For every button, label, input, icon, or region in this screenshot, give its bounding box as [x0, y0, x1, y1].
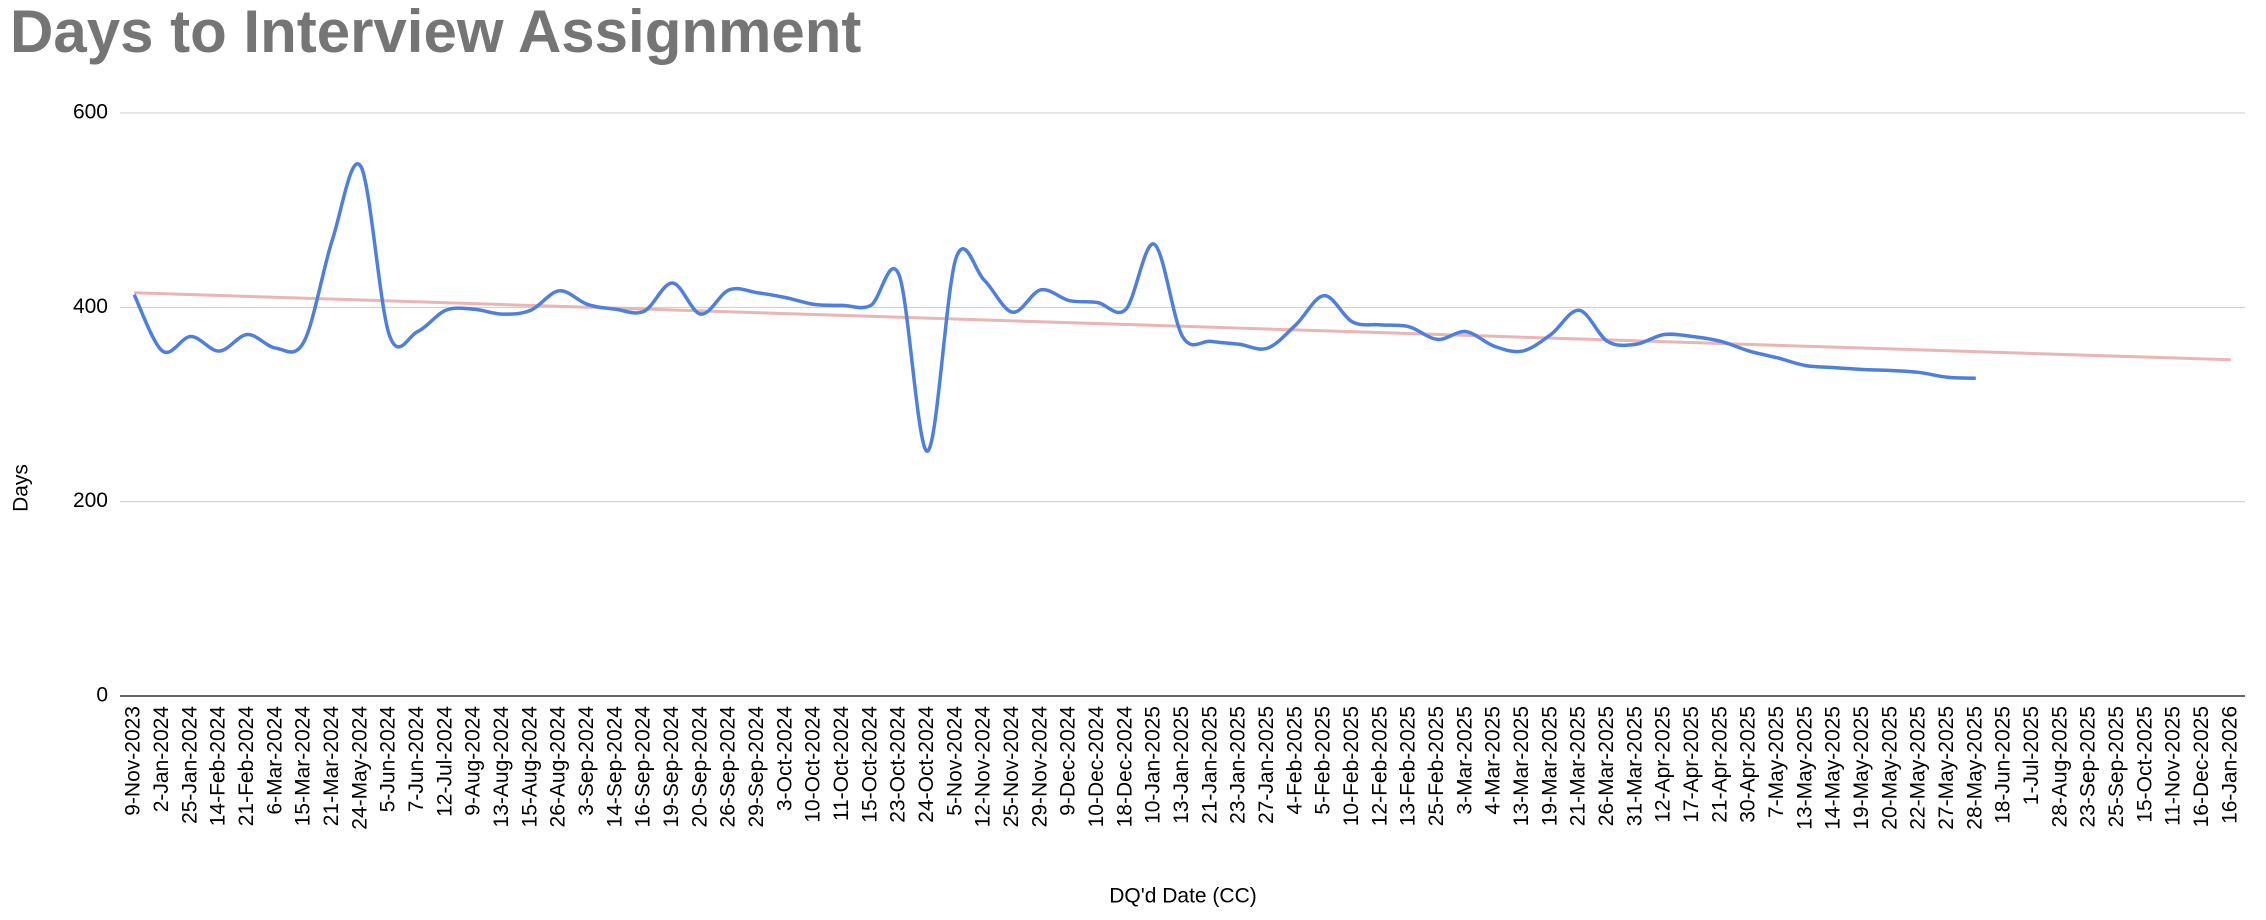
- x-tick-label: 22-May-2025: [1907, 706, 1930, 830]
- x-tick-label: 13-Aug-2024: [490, 706, 513, 828]
- x-tick-label: 5-Jun-2024: [377, 706, 400, 813]
- x-tick-label: 20-Sep-2024: [688, 706, 711, 828]
- x-tick-label: 15-Aug-2024: [518, 706, 541, 828]
- x-tick-label: 5-Nov-2024: [943, 706, 966, 816]
- x-tick-label: 26-Mar-2025: [1595, 706, 1618, 826]
- x-tick-label: 19-Mar-2025: [1538, 706, 1561, 826]
- x-tick-label: 25-Jan-2024: [178, 706, 201, 824]
- x-tick-label: 15-Oct-2024: [858, 706, 881, 823]
- x-tick-label: 17-Apr-2025: [1680, 706, 1703, 823]
- x-tick-label: 25-Sep-2025: [2105, 706, 2128, 827]
- y-tick-label: 400: [73, 295, 108, 318]
- x-tick-label: 31-Mar-2025: [1623, 706, 1646, 826]
- chart-title: Days to Interview Assignment: [10, 0, 861, 65]
- x-tick-label: 20-May-2025: [1878, 706, 1901, 830]
- x-tick-label: 27-Jan-2025: [1255, 706, 1278, 824]
- x-tick-label: 16-Sep-2024: [632, 706, 655, 828]
- x-tick-label: 29-Sep-2024: [745, 706, 768, 828]
- data-line: [132, 162, 1976, 453]
- x-tick-label: 23-Oct-2024: [887, 706, 910, 823]
- x-tick-label: 4-Feb-2025: [1283, 706, 1306, 815]
- x-tick-label: 10-Jan-2025: [1142, 706, 1165, 824]
- x-tick-label: 19-May-2025: [1850, 706, 1873, 830]
- x-tick-label: 6-Mar-2024: [263, 706, 286, 815]
- x-tick-label: 28-May-2025: [1963, 706, 1986, 830]
- x-tick-label: 23-Sep-2025: [2077, 706, 2100, 827]
- y-tick-label: 0: [96, 684, 108, 707]
- x-tick-label: 9-Aug-2024: [462, 706, 485, 816]
- x-tick-label: 4-Mar-2025: [1482, 706, 1505, 815]
- x-tick-label: 21-Apr-2025: [1708, 706, 1731, 823]
- x-tick-label: 21-Mar-2025: [1567, 706, 1590, 826]
- x-tick-label: 21-Mar-2024: [320, 706, 343, 827]
- x-tick-label: 30-Apr-2025: [1737, 706, 1760, 823]
- x-tick-label: 18-Dec-2024: [1113, 706, 1136, 828]
- x-tick-label: 14-Sep-2024: [603, 706, 626, 828]
- x-tick-label: 27-May-2025: [1935, 706, 1958, 830]
- x-tick-label: 12-Apr-2025: [1652, 706, 1675, 823]
- x-tick-label: 24-May-2024: [348, 706, 371, 830]
- x-tick-label: 14-Feb-2024: [207, 706, 230, 827]
- x-tick-label: 7-May-2025: [1765, 706, 1788, 818]
- x-tick-label: 13-Jan-2025: [1170, 706, 1193, 824]
- x-tick-label: 25-Nov-2024: [1000, 706, 1023, 828]
- x-tick-label: 16-Dec-2025: [2190, 706, 2213, 827]
- x-tick-label: 10-Dec-2024: [1085, 706, 1108, 828]
- x-tick-label: 13-May-2025: [1793, 706, 1816, 830]
- x-tick-label: 19-Sep-2024: [660, 706, 683, 828]
- x-tick-label: 9-Nov-2023: [122, 706, 145, 816]
- x-tick-label: 25-Feb-2025: [1425, 706, 1448, 826]
- x-tick-label: 12-Jul-2024: [433, 706, 456, 817]
- x-axis-title: DQ'd Date (CC): [1109, 885, 1257, 908]
- x-tick-label: 9-Dec-2024: [1057, 706, 1080, 816]
- x-tick-label: 12-Nov-2024: [972, 706, 995, 828]
- x-tick-label: 24-Oct-2024: [915, 706, 938, 823]
- x-tick-label: 3-Mar-2025: [1453, 706, 1476, 815]
- x-tick-label: 29-Nov-2024: [1028, 706, 1051, 828]
- x-tick-label: 13-Feb-2025: [1397, 706, 1420, 826]
- x-tick-label: 14-May-2025: [1822, 706, 1845, 830]
- x-tick-label: 23-Jan-2025: [1227, 706, 1250, 824]
- x-tick-label: 16-Jan-2026: [2218, 706, 2241, 824]
- x-tick-label: 15-Oct-2025: [2133, 706, 2156, 823]
- x-tick-label: 10-Oct-2024: [802, 706, 825, 823]
- x-tick-label: 18-Jun-2025: [1992, 706, 2015, 824]
- x-tick-label: 11-Oct-2024: [830, 706, 853, 821]
- x-tick-label: 1-Jul-2025: [2020, 706, 2043, 805]
- x-tick-label: 26-Sep-2024: [717, 706, 740, 828]
- x-tick-label: 2-Jan-2024: [150, 706, 173, 813]
- trendline: [134, 291, 2231, 362]
- x-tick-label: 5-Feb-2025: [1312, 706, 1335, 815]
- y-tick-label: 200: [73, 489, 108, 512]
- x-tick-label: 11-Nov-2025: [2162, 706, 2185, 826]
- x-tick-label: 3-Oct-2024: [773, 706, 796, 811]
- x-tick-label: 3-Sep-2024: [575, 706, 598, 816]
- x-tick-label: 21-Jan-2025: [1198, 706, 1221, 824]
- x-tick-label: 10-Feb-2025: [1340, 706, 1363, 826]
- x-tick-label: 15-Mar-2024: [292, 706, 315, 827]
- x-tick-label: 13-Mar-2025: [1510, 706, 1533, 826]
- y-tick-label: 600: [73, 101, 108, 124]
- x-tick-label: 12-Feb-2025: [1368, 706, 1391, 826]
- x-tick-label: 28-Aug-2025: [2048, 706, 2071, 827]
- x-tick-label: 7-Jun-2024: [405, 706, 428, 813]
- x-tick-label: 21-Feb-2024: [235, 706, 258, 827]
- x-tick-label: 26-Aug-2024: [547, 706, 570, 828]
- y-axis-title: Days: [10, 464, 33, 512]
